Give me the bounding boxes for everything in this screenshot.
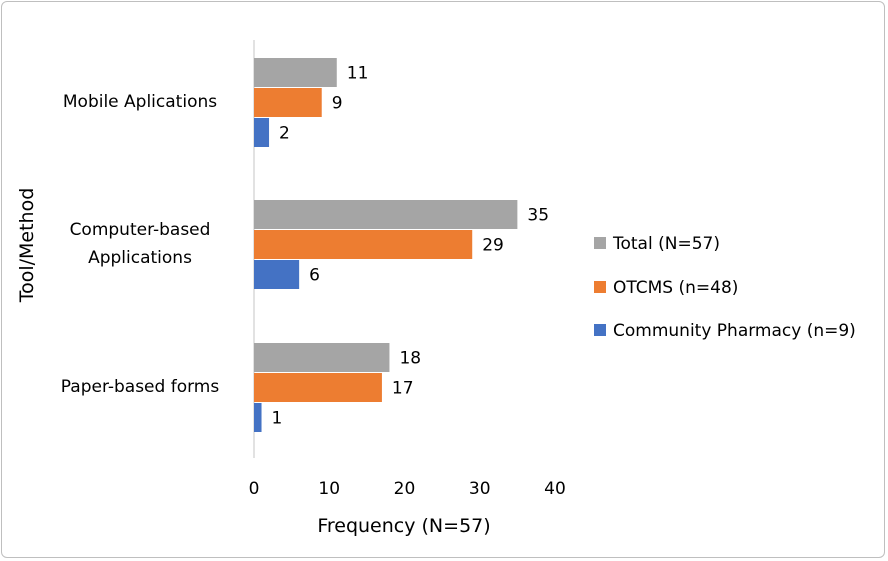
bar-0-2	[254, 118, 270, 147]
x-tick-label: 0	[249, 479, 260, 499]
x-tick-label: 10	[318, 479, 340, 499]
x-tick-label: 30	[469, 479, 491, 499]
data-label: 35	[527, 206, 549, 226]
x-axis-title: Frequency (N=57)	[317, 515, 490, 537]
bar-2-2	[254, 403, 262, 432]
x-tick-label: 40	[544, 479, 566, 499]
data-label: 29	[482, 236, 504, 256]
category-label: Paper-based forms	[61, 377, 220, 397]
category-label: Applications	[88, 248, 192, 268]
category-label: Computer-based	[70, 220, 211, 240]
bar-1-0	[254, 200, 518, 229]
data-label: 2	[279, 124, 290, 144]
bar-2-0	[254, 343, 390, 372]
bar-0-0	[254, 58, 337, 87]
data-label: 11	[347, 64, 369, 84]
y-axis-title: Tool/Method	[16, 188, 38, 304]
bar-1-2	[254, 260, 300, 289]
legend-label: Total (N=57)	[612, 234, 720, 254]
legend-label: OTCMS (n=48)	[613, 278, 738, 298]
bar-1-1	[254, 230, 473, 259]
category-label: Mobile Aplications	[63, 92, 217, 112]
data-label: 6	[309, 266, 320, 286]
data-label: 17	[392, 379, 414, 399]
legend-swatch	[594, 237, 606, 249]
data-label: 1	[272, 409, 283, 429]
bar-0-1	[254, 88, 322, 117]
legend-label: Community Pharmacy (n=9)	[613, 321, 856, 341]
x-tick-label: 20	[394, 479, 416, 499]
legend-swatch	[594, 281, 606, 293]
legend-swatch	[594, 324, 606, 336]
bar-2-1	[254, 373, 382, 402]
data-label: 18	[399, 349, 421, 369]
data-label: 9	[332, 94, 343, 114]
